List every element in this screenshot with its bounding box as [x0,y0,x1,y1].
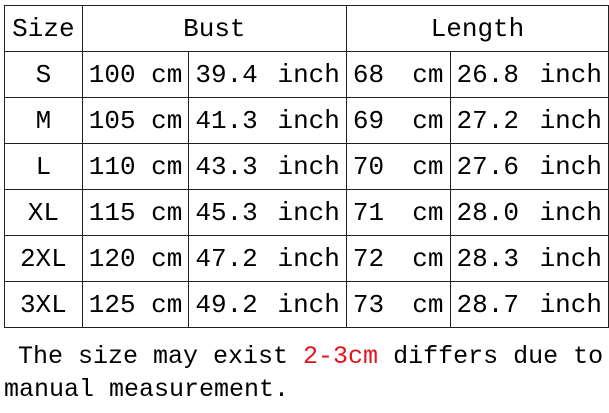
value-cell: 71 cm [345,189,451,236]
value-cell: 43.3 inch [188,143,347,190]
value-cell: 110 cm [81,143,190,190]
value-cell: 70 cm [345,143,451,190]
size-table: Size Bust Length S 100 cm 39.4 inch 68 cm 26.8 … [4,5,609,328]
value-cell: 105 cm [81,97,190,144]
size-cell: M [4,97,83,144]
value-cell: 100 cm [81,51,190,98]
value-cell: 49.2 inch [188,281,347,328]
value-cell: 28.7 inch [449,281,609,328]
header-cell: Bust [81,5,347,52]
value-cell: 28.0 inch [449,189,609,236]
value-cell: 68 cm [345,51,451,98]
header-row: Size Bust Length [4,5,609,52]
value-cell: 125 cm [81,281,190,328]
value-cell: 45.3 inch [188,189,347,236]
table-row: XL 115 cm 45.3 inch 71 cm 28.0 inch [4,189,609,236]
value-cell: 28.3 inch [449,235,609,282]
value-cell: 47.2 inch [188,235,347,282]
size-cell: 3XL [4,281,83,328]
value-cell: 41.3 inch [188,97,347,144]
table-row: L 110 cm 43.3 inch 70 cm 27.6 inch [4,143,609,190]
header-cell: Size [4,5,83,52]
size-cell: L [4,143,83,190]
size-cell: S [4,51,83,98]
value-cell: 120 cm [81,235,190,282]
value-cell: 26.8 inch [449,51,609,98]
value-cell: 69 cm [345,97,451,144]
header-cell: Length [345,5,609,52]
value-cell: 39.4 inch [188,51,347,98]
value-cell: 27.2 inch [449,97,609,144]
size-cell: XL [4,189,83,236]
value-cell: 115 cm [81,189,190,236]
size-cell: 2XL [4,235,83,282]
note-text: differs due to manual measurement. [4,342,604,404]
table-row: M 105 cm 41.3 inch 69 cm 27.2 inch [4,97,609,144]
value-cell: 72 cm [345,235,451,282]
table-row: 2XL 120 cm 47.2 inch 72 cm 28.3 inch [4,235,609,282]
note: The size may exist 2-3cm differs due to … [4,340,604,406]
table-row: 3XL 125 cm 49.2 inch 73 cm 28.7 inch [4,281,609,328]
note-text: The size may exist [18,342,304,371]
note-highlight: 2-3cm [303,342,379,371]
value-cell: 27.6 inch [449,143,609,190]
value-cell: 73 cm [345,281,451,328]
table-row: S 100 cm 39.4 inch 68 cm 26.8 inch [4,51,609,98]
